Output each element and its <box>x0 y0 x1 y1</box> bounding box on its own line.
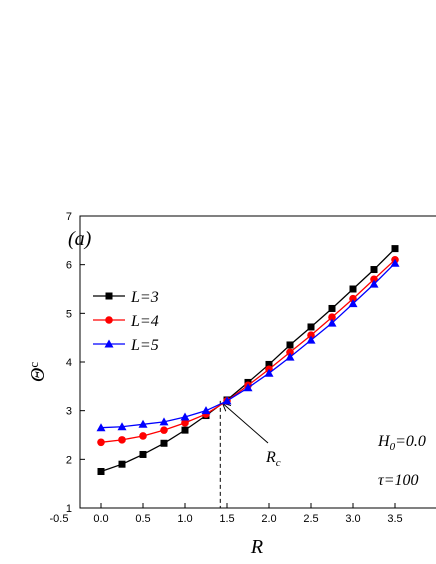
text-part: R <box>265 449 276 466</box>
y-tick-label: 6 <box>66 260 72 272</box>
panel-label: (a) <box>68 228 92 250</box>
legend-marker <box>104 339 114 348</box>
data-point <box>328 304 336 312</box>
x-tick-label: 0.5 <box>135 513 150 525</box>
x-tick-label: 3.0 <box>345 513 360 525</box>
data-point <box>160 439 168 447</box>
x-tick-label: 1.5 <box>219 513 234 525</box>
data-point <box>118 460 126 468</box>
text-part: c <box>26 362 41 368</box>
x-tick-label: 3.5 <box>387 513 402 525</box>
data-point <box>390 258 400 267</box>
data-point <box>285 352 295 361</box>
data-point <box>264 368 274 377</box>
data-point <box>306 335 316 344</box>
data-point <box>180 412 190 421</box>
data-point <box>96 423 106 432</box>
x-tick-label: 1.0 <box>177 513 192 525</box>
y-tick-label: 4 <box>66 357 72 369</box>
data-point <box>349 294 357 303</box>
y-tick-label: 3 <box>66 406 72 418</box>
data-point <box>369 279 379 288</box>
data-point <box>348 299 358 308</box>
y-tick-label: 5 <box>66 308 72 320</box>
data-point <box>139 432 147 440</box>
text-part: 0 <box>390 441 396 453</box>
x-tick-label: 2.0 <box>261 513 276 525</box>
y-tick-label: 2 <box>66 454 72 466</box>
axis-frame <box>79 215 436 509</box>
annotation: τ=100 <box>378 472 419 489</box>
critical-arrow <box>223 404 269 444</box>
text-part: H <box>377 433 391 450</box>
legend-label: L=5 <box>130 337 159 354</box>
x-tick-label: 0.0 <box>93 513 108 525</box>
data-point <box>160 426 168 434</box>
legend-label: L=4 <box>130 313 159 330</box>
data-point <box>286 341 294 349</box>
data-point <box>307 323 315 331</box>
x-tick-label: 2.5 <box>303 513 318 525</box>
data-point <box>243 383 253 392</box>
y-axis-label: Θc <box>26 362 49 382</box>
legend-marker <box>105 292 113 300</box>
data-point <box>97 468 105 475</box>
data-point <box>286 348 294 357</box>
data-point <box>201 406 211 415</box>
data-point <box>139 450 147 458</box>
data-point <box>159 417 169 426</box>
data-point <box>97 438 105 447</box>
data-point <box>265 360 273 368</box>
data-point <box>370 266 378 274</box>
data-point <box>349 285 357 293</box>
x-axis-label: R <box>250 536 263 558</box>
x-tick-label: -0.5 <box>50 513 69 525</box>
data-point <box>222 396 232 405</box>
data-point <box>391 245 399 253</box>
data-point <box>181 426 189 434</box>
data-point <box>138 419 148 428</box>
data-point <box>181 419 189 427</box>
data-point <box>307 331 315 340</box>
data-point <box>117 422 127 431</box>
data-point <box>370 275 378 284</box>
data-point <box>328 313 336 322</box>
text-part: Θ <box>27 368 49 382</box>
data-point <box>118 436 126 444</box>
annotation: H0=0.0 <box>377 433 426 453</box>
legend-marker <box>105 316 113 324</box>
critical-label: Rc <box>265 449 281 469</box>
y-tick-label: 1 <box>66 503 72 515</box>
text-part: c <box>276 457 281 469</box>
y-tick-label: 7 <box>66 211 72 223</box>
data-point <box>327 318 337 327</box>
legend-label: L=3 <box>130 289 159 306</box>
text-part: =0.0 <box>395 433 426 450</box>
